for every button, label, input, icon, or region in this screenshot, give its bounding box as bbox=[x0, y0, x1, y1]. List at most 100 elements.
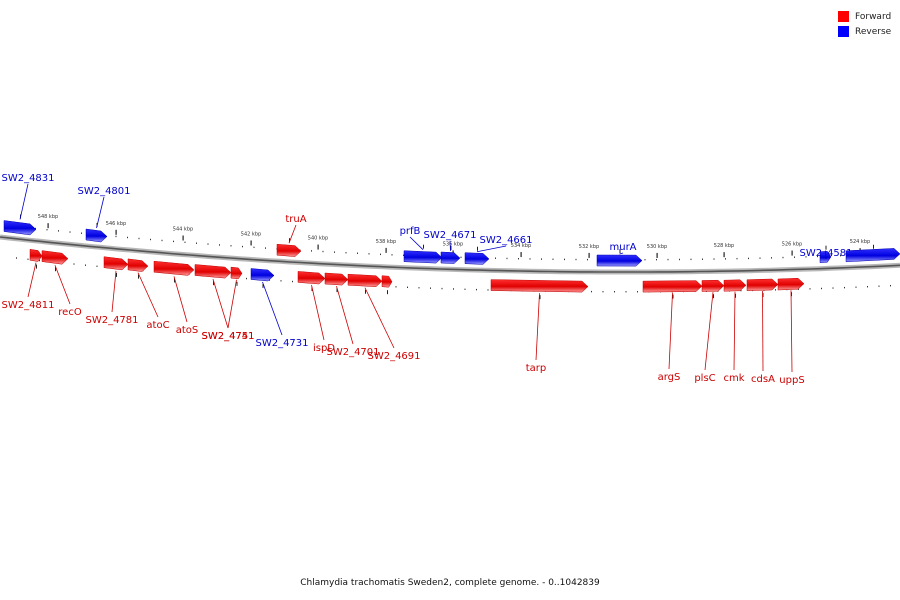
tick-dot bbox=[418, 287, 420, 289]
gene-label-SW2_4751[interactable]: SW2_4751 bbox=[201, 331, 254, 342]
gene-label-SW2_4701[interactable]: SW2_4701 bbox=[326, 347, 379, 358]
tick-dot bbox=[690, 258, 692, 261]
tick-dot bbox=[725, 258, 726, 260]
gene-glyph-unlabeled[interactable] bbox=[381, 275, 393, 288]
tick-dot bbox=[771, 257, 772, 259]
gene-label-atoC[interactable]: atoC bbox=[146, 320, 169, 331]
tick-dot bbox=[625, 291, 627, 293]
gene-label-SW2_4691[interactable]: SW2_4691 bbox=[367, 351, 420, 362]
gene-label-murA[interactable]: murA bbox=[609, 242, 636, 253]
tick-dot bbox=[242, 245, 243, 248]
gene-glyph-prfB[interactable] bbox=[403, 250, 443, 264]
gene-label-atoS[interactable]: atoS bbox=[176, 325, 199, 336]
gene-label-SW2_4811[interactable]: SW2_4811 bbox=[1, 300, 54, 311]
gene-label-truA[interactable]: truA bbox=[285, 214, 306, 225]
tick-dot bbox=[81, 232, 82, 234]
gene-glyph-atoC[interactable] bbox=[127, 258, 149, 272]
gene-glyph-argS[interactable] bbox=[642, 280, 703, 293]
gene-glyph-murA[interactable] bbox=[596, 254, 643, 267]
tick-dot bbox=[253, 246, 255, 249]
gene-label-SW2_4671[interactable]: SW2_4671 bbox=[423, 230, 476, 241]
label-connector bbox=[311, 284, 325, 341]
tick-dot bbox=[173, 240, 174, 243]
major-tick bbox=[656, 252, 658, 258]
gene-glyph-tarp[interactable] bbox=[490, 279, 589, 293]
tick-dot bbox=[334, 251, 335, 253]
gene-label-cmk[interactable]: cmk bbox=[723, 373, 744, 384]
label-connector bbox=[173, 276, 188, 323]
gene-label-tarp[interactable]: tarp bbox=[526, 363, 547, 374]
gene-label-SW2_4781[interactable]: SW2_4781 bbox=[85, 315, 138, 326]
gene-glyph-unlabeled[interactable] bbox=[845, 248, 900, 263]
scale-label: 542 kbp bbox=[241, 231, 261, 237]
gene-tick bbox=[450, 245, 452, 250]
tick-dot bbox=[430, 287, 431, 289]
tick-dot bbox=[46, 229, 48, 231]
label-connector bbox=[227, 279, 237, 329]
gene-label-prfB[interactable]: prfB bbox=[400, 226, 421, 237]
gene-label-SW2_4831[interactable]: SW2_4831 bbox=[1, 173, 54, 184]
gene-label-cdsA[interactable]: cdsA bbox=[751, 374, 775, 385]
gene-tick bbox=[138, 274, 139, 279]
label-connector bbox=[790, 290, 793, 373]
gene-label-argS[interactable]: argS bbox=[658, 372, 681, 383]
gene-glyph-SW2_4731[interactable] bbox=[250, 268, 275, 282]
gene-glyph-plsC[interactable] bbox=[701, 279, 725, 292]
gene-label-recO[interactable]: recO bbox=[58, 307, 82, 318]
gene-glyph-SW2_4691[interactable] bbox=[347, 273, 383, 287]
tick-dot bbox=[85, 264, 86, 266]
scale-label: 548 kbp bbox=[38, 214, 58, 220]
gene-label-uppS[interactable]: uppS bbox=[779, 375, 804, 386]
gene-tick bbox=[387, 290, 388, 295]
scale-label: 544 kbp bbox=[173, 226, 193, 232]
gene-label-SW2_4731[interactable]: SW2_4731 bbox=[255, 338, 308, 349]
major-tick bbox=[791, 250, 793, 256]
scale-label: 546 kbp bbox=[106, 221, 126, 227]
tick-dot bbox=[809, 288, 811, 290]
gene-glyph-SW2_4801[interactable] bbox=[85, 228, 108, 243]
tick-dot bbox=[614, 291, 615, 293]
gene-glyph-SW2_4741[interactable] bbox=[230, 266, 243, 280]
gene-glyph-SW2_4831[interactable] bbox=[3, 220, 37, 236]
gene-glyph-SW2_4661[interactable] bbox=[464, 252, 490, 265]
tick-dot bbox=[817, 255, 818, 258]
gene-glyph-SW2_4811[interactable] bbox=[29, 249, 43, 262]
label-connector bbox=[262, 281, 283, 336]
gene-label-plsC[interactable]: plsC bbox=[694, 373, 715, 384]
gene-tick bbox=[423, 244, 424, 249]
legend-item-reverse: Reverse bbox=[838, 24, 891, 39]
gene-glyph-uppS[interactable] bbox=[777, 277, 805, 291]
tick-dot bbox=[805, 256, 807, 258]
gene-glyph-cmk[interactable] bbox=[723, 279, 747, 292]
major-tick bbox=[588, 252, 590, 258]
tick-dot bbox=[464, 288, 466, 290]
tick-dot bbox=[495, 257, 496, 259]
gene-glyph-SW2_4751[interactable] bbox=[194, 264, 232, 279]
tick-dot bbox=[96, 265, 98, 267]
gene-glyph-cdsA[interactable] bbox=[746, 278, 779, 291]
gene-glyph-SW2_4781[interactable] bbox=[103, 256, 129, 271]
tick-dot bbox=[292, 280, 293, 283]
gene-label-SW2_4741[interactable]: SW2_4741 bbox=[201, 331, 254, 342]
gene-glyph-SW2_4671[interactable] bbox=[440, 251, 461, 264]
gene-label-SW2_4661[interactable]: SW2_4661 bbox=[479, 235, 532, 246]
tick-dot bbox=[736, 257, 738, 260]
gene-tick bbox=[55, 267, 56, 272]
gene-label-SW2_4581[interactable]: SW2_4581 bbox=[799, 248, 852, 259]
tick-dot bbox=[591, 290, 592, 293]
scale-label: 528 kbp bbox=[714, 243, 734, 249]
label-connector bbox=[825, 250, 827, 260]
tick-dot bbox=[407, 286, 408, 289]
gene-label-SW2_4801[interactable]: SW2_4801 bbox=[77, 186, 130, 197]
gene-glyph-atoS[interactable] bbox=[153, 260, 195, 276]
gene-glyph-ispD[interactable] bbox=[297, 271, 326, 285]
scale-label: 540 kbp bbox=[308, 236, 328, 242]
gene-glyph-SW2_4701[interactable] bbox=[324, 272, 349, 286]
gene-glyph-recO[interactable] bbox=[41, 250, 69, 265]
tick-dot bbox=[138, 237, 140, 240]
legend-item-forward: Forward bbox=[838, 9, 891, 24]
gene-glyph-truA[interactable] bbox=[276, 243, 302, 257]
tick-dot bbox=[867, 285, 868, 288]
gene-label-ispD[interactable]: ispD bbox=[313, 343, 335, 354]
label-connector bbox=[535, 293, 540, 361]
